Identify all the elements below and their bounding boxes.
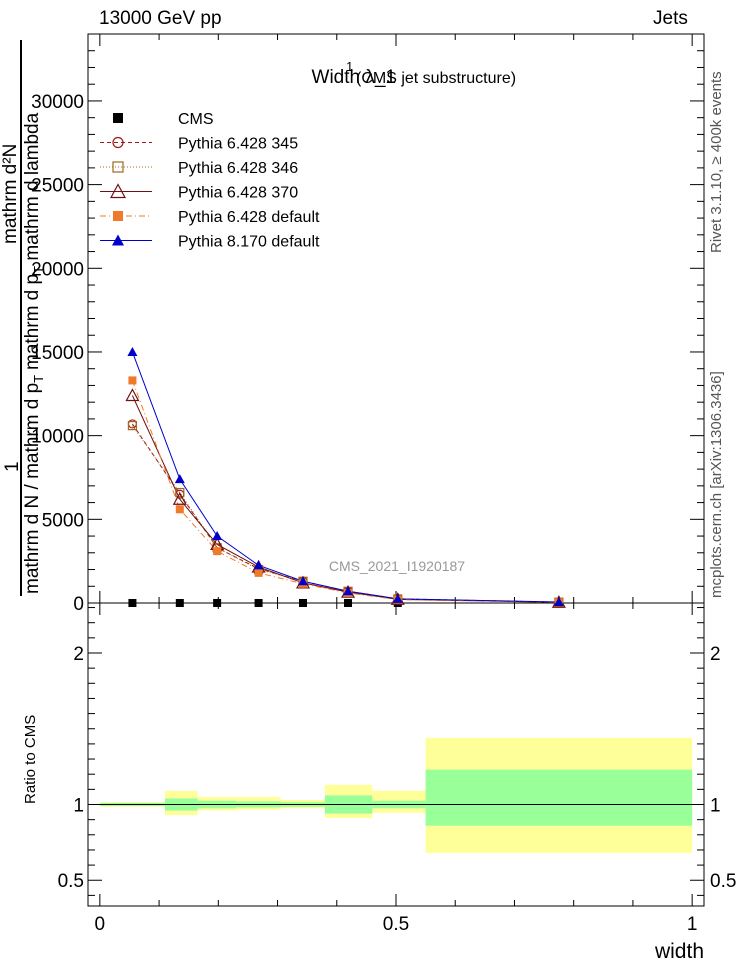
- series-line-2: [132, 425, 559, 603]
- chart-title-sup: 1: [346, 59, 353, 74]
- ratio-tick-label-right: 1: [710, 795, 721, 816]
- x-tick-label: 0: [95, 914, 106, 935]
- data-point-series-5: [392, 593, 403, 603]
- data-point-series-4: [213, 547, 222, 556]
- series-line-1: [132, 423, 559, 603]
- legend-label-0: CMS: [178, 111, 214, 128]
- legend-label-2: Pythia 6.428 346: [178, 160, 298, 177]
- series-line-4: [131, 380, 559, 603]
- y-tick-label: 15000: [31, 343, 84, 364]
- series-markers: [125, 346, 566, 608]
- chart-title-suffix: (CMS jet substructure): [356, 70, 516, 87]
- data-point-series-2: [175, 487, 185, 498]
- y-tick-label: 5000: [42, 510, 84, 531]
- data-point-series-5: [343, 586, 354, 596]
- data-point-series-0: [254, 599, 263, 607]
- legend-marker-4: [113, 211, 123, 221]
- ratio-green-band: [425, 769, 693, 826]
- x-tick-label: 0.5: [383, 914, 409, 935]
- ratio-tick-label-right: 2: [710, 644, 721, 665]
- y-tick-label: 0: [73, 594, 84, 615]
- data-point-series-4: [175, 505, 184, 514]
- x-tick-label: 1: [687, 914, 698, 935]
- y-tick-label: 25000: [31, 176, 84, 197]
- legend-marker-0: [113, 113, 123, 123]
- x-axis-label: width: [654, 940, 704, 963]
- header-left: 13000 GeV pp: [99, 8, 222, 29]
- chart-title: Width λ_1: [312, 67, 396, 88]
- data-point-series-0: [299, 599, 308, 607]
- data-point-series-4: [254, 568, 263, 577]
- data-point-series-0: [344, 599, 353, 607]
- legend-marker-2: [112, 161, 124, 173]
- legend-marker-5: [112, 234, 124, 246]
- analysis-watermark: CMS_2021_I1920187: [329, 558, 465, 574]
- axis-ticks: [88, 33, 704, 906]
- legend-marker-1: [112, 136, 124, 149]
- data-point-series-5: [298, 576, 309, 586]
- y-tick-label: 10000: [31, 427, 84, 448]
- data-point-series-4: [128, 376, 137, 385]
- data-point-series-5: [553, 596, 564, 606]
- legend-label-4: Pythia 6.428 default: [178, 209, 320, 226]
- data-point-series-5: [174, 474, 185, 484]
- ratio-tick-label-right: 0.5: [710, 871, 736, 892]
- ratio-tick-label-left: 1: [73, 795, 84, 816]
- data-point-series-3: [125, 388, 140, 402]
- data-point-series-5: [253, 560, 264, 570]
- data-point-series-0: [175, 599, 184, 607]
- data-point-series-3: [172, 491, 187, 505]
- legend-marker-3: [109, 183, 127, 199]
- ratio-bands: [99, 737, 693, 853]
- legend-label-1: Pythia 6.428 345: [178, 136, 298, 153]
- y-tick-label: 20000: [31, 259, 84, 280]
- y-tick-label: 30000: [31, 92, 84, 113]
- data-point-series-5: [212, 531, 223, 541]
- legend-label-5: Pythia 8.170 default: [178, 234, 320, 251]
- legend-label-3: Pythia 6.428 370: [178, 185, 298, 202]
- data-point-series-0: [213, 599, 222, 607]
- ratio-tick-label-left: 2: [73, 644, 84, 665]
- ylabel-fraction-bar-1: [20, 40, 22, 596]
- header-right: Jets: [653, 8, 688, 29]
- legend: CMS Pythia 6.428 345 Pythia 6.428 346 Pythi…: [100, 111, 320, 251]
- series-line-5: [131, 351, 559, 603]
- chart-texts: 0 0.5 1 0 5000 10000 15000 20000 25000 30000 0.5 0.…: [31, 59, 736, 963]
- data-point-series-2: [127, 421, 138, 431]
- data-point-series-0: [128, 599, 137, 607]
- ratio-tick-label-left: 0.5: [58, 871, 84, 892]
- data-point-series-5: [127, 346, 138, 356]
- series-lines: [131, 351, 559, 603]
